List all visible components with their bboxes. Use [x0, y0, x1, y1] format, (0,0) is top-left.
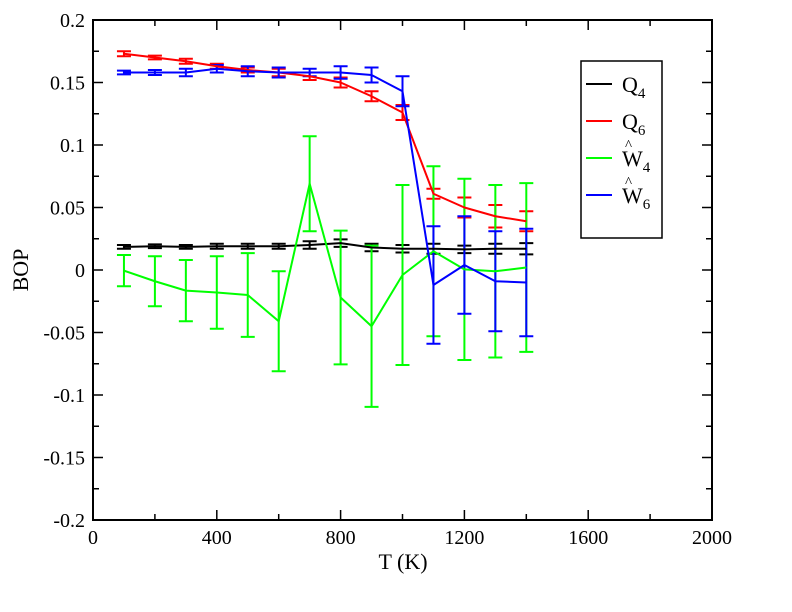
- y-axis-title: BOP: [8, 249, 33, 292]
- legend-item-w6: ^W6: [586, 175, 651, 213]
- legend-hat: ^: [625, 175, 632, 191]
- legend-label: W4: [622, 146, 651, 176]
- x-tick-label: 2000: [692, 527, 732, 549]
- legend-label: W6: [622, 183, 651, 213]
- legend-item-w4: ^W4: [586, 138, 651, 176]
- legend-item-q4: Q4: [586, 72, 646, 102]
- legend-label: Q4: [622, 72, 646, 102]
- x-tick-label: 800: [326, 527, 356, 549]
- legend-box: [580, 60, 663, 239]
- y-tick-label: 0.1: [60, 135, 85, 157]
- y-tick-label: -0.2: [53, 510, 85, 532]
- x-tick-label: 400: [202, 527, 232, 549]
- legend-item-q6: Q6: [586, 109, 646, 139]
- axis-ticks: 0 400 800 1200 1600 2000 -0.2 -0.15 -0.1 -0.05 0 0.…: [43, 10, 732, 549]
- legend-label: Q6: [622, 109, 646, 139]
- y-tick-label: 0.2: [60, 10, 85, 32]
- y-tick-label: -0.1: [53, 385, 85, 407]
- series-line-q6: [123, 52, 527, 223]
- series-line-w6: [123, 67, 527, 286]
- legend-hat: ^: [625, 138, 632, 154]
- series-line-w4: [123, 182, 527, 328]
- x-tick-label: 1200: [444, 527, 484, 549]
- x-axis-title: T (K): [378, 549, 427, 574]
- y-tick-label: -0.05: [43, 323, 85, 345]
- error-bars: [116, 50, 534, 408]
- y-tick-label: 0: [75, 260, 85, 282]
- y-tick-label: 0.05: [50, 198, 85, 220]
- series-lines: [123, 52, 527, 328]
- x-tick-label: 1600: [568, 527, 608, 549]
- x-tick-label: 0: [88, 527, 98, 549]
- y-tick-label: 0.15: [50, 73, 85, 95]
- y-tick-label: -0.15: [43, 448, 85, 470]
